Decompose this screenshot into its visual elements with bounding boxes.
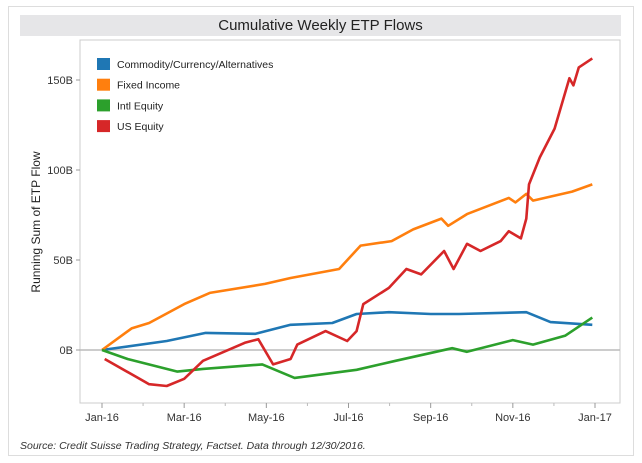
- x-tick-label: May-16: [248, 412, 285, 424]
- legend-swatch: [97, 120, 110, 133]
- legend-swatch: [97, 58, 110, 70]
- y-tick-label: 0B: [60, 345, 73, 357]
- chart-frame: [8, 6, 634, 456]
- y-axis-label: Running Sum of ETP Flow: [29, 151, 43, 293]
- source-footnote: Source: Credit Suisse Trading Strategy, …: [20, 440, 366, 452]
- x-tick-label: Nov-16: [495, 412, 530, 424]
- y-tick-label: 50B: [53, 255, 73, 267]
- y-tick-label: 100B: [47, 165, 73, 177]
- legend-label: US Equity: [117, 121, 164, 133]
- y-tick-label: 150B: [47, 75, 73, 87]
- chart-title: Cumulative Weekly ETP Flows: [20, 15, 621, 36]
- legend-label: Fixed Income: [117, 80, 180, 92]
- plot-area: [79, 39, 621, 404]
- legend-swatch: [97, 78, 110, 91]
- x-tick-label: Mar-16: [167, 412, 202, 424]
- series-line-3: [104, 57, 594, 388]
- legend-swatch: [97, 99, 110, 112]
- x-tick-label: Jul-16: [334, 412, 364, 424]
- legend-label: Commodity/Currency/Alternatives: [117, 59, 273, 71]
- x-tick-label: Sep-16: [413, 412, 448, 424]
- series-line-1: [101, 183, 593, 352]
- series-line-2: [101, 316, 594, 380]
- x-tick-label: Jan-17: [578, 412, 612, 424]
- legend-label: Intl Equity: [117, 100, 164, 112]
- x-tick-label: Jan-16: [85, 412, 119, 424]
- series-line-0: [101, 310, 593, 352]
